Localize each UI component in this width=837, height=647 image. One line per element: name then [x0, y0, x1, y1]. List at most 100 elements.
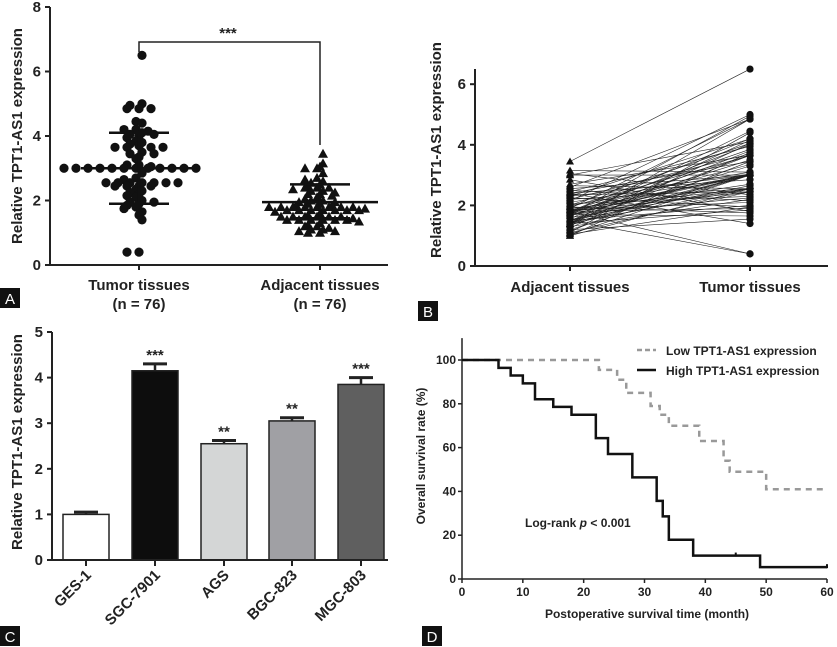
panel-c-ytick-label: 0 [35, 552, 43, 569]
panel-b-pair-line [569, 115, 751, 215]
panel-b-paired-lines: Relative TPT1-AS1 expression Adjacent ti… [428, 42, 828, 296]
panel-a-adjacent-point [276, 211, 286, 221]
panel-b-tumor-point [746, 65, 754, 73]
panel-d-ytick-label: 20 [443, 528, 457, 542]
panel-a-adjacent-point [318, 148, 328, 158]
panel-a-tumor-point [149, 129, 159, 139]
panel-d-ytick-label: 40 [443, 484, 457, 498]
panel-b-ylabel: Relative TPT1-AS1 expression [428, 42, 445, 258]
panel-b-pair-line [569, 155, 751, 224]
panel-c-ylabel: Relative TPT1-AS1 expression [9, 334, 26, 550]
panel-a-adjacent-point [312, 163, 322, 173]
panel-a-adjacent-point [288, 184, 298, 194]
panel-a-adjacent-point [348, 213, 358, 223]
panel-b-pair-line [569, 118, 751, 209]
panel-a-adjacent-point [330, 205, 340, 215]
panel-b-ytick-label: 0 [458, 258, 466, 275]
panel-b-xtick-adjacent: Adjacent tissues [510, 279, 629, 296]
panel-label-a: A [5, 291, 15, 308]
panel-c-significance: *** [352, 361, 370, 378]
panel-a-adjacent-point [300, 163, 310, 173]
panel-label-d-box [422, 626, 442, 646]
panel-a-xtick-adjacent: Adjacent tissues [260, 277, 379, 294]
panel-b-pair-line [569, 132, 751, 233]
panel-b-ytick-label: 6 [458, 76, 466, 93]
panel-a-adjacent-point [354, 205, 364, 215]
panel-labels: A B C D [0, 288, 442, 646]
panel-d-ytick-label: 0 [449, 572, 456, 586]
panel-b-tumor-point [746, 250, 754, 258]
panel-b-pair-line [569, 130, 751, 220]
panel-a-adjacent-point [324, 222, 334, 232]
panel-a-adjacent-point [300, 174, 310, 184]
panel-d-logrank: Log-rank p < 0.001 [525, 516, 631, 530]
panel-b-pair-line [569, 174, 751, 215]
panel-a-tumor-point [149, 197, 159, 207]
panel-c-significance: *** [146, 347, 164, 364]
panel-a-ytick-label: 8 [33, 0, 41, 16]
panel-c-xtick-label: SGC-7901 [102, 567, 164, 629]
panel-b-pair-line [569, 171, 751, 203]
logrank-p: p [579, 516, 587, 530]
panel-b-pair-line [569, 209, 751, 224]
panel-b-adjacent-point [566, 157, 574, 165]
legend-high-label: High TPT1-AS1 expression [666, 364, 819, 378]
panel-label-b-box [418, 301, 438, 321]
panel-a-adjacent-point [300, 182, 310, 192]
panel-c-bar [62, 513, 110, 561]
panel-b-adjacent-point [566, 231, 574, 239]
panel-b-ytick-label: 4 [458, 137, 467, 154]
panel-a-adjacent-point [282, 205, 292, 215]
panel-label-c-box [0, 626, 20, 646]
panel-a-tumor-point [137, 50, 147, 60]
panel-a-tumor-point [122, 247, 132, 257]
panel-a-adjacent-point [354, 216, 364, 226]
panel-d-xtick-label: 40 [699, 585, 713, 599]
panel-a-tumor-point [134, 103, 144, 114]
panel-a-adjacent-point [360, 203, 370, 213]
panel-d-xtick-label: 10 [516, 585, 530, 599]
panel-a-tumor-point [119, 203, 129, 214]
panel-a-ylabel: Relative TPT1-AS1 expression [9, 28, 26, 244]
panel-a-adjacent-point [282, 214, 292, 224]
panel-b-pair-line [569, 155, 751, 214]
panel-a-adjacent-point [324, 201, 334, 211]
panel-a-xtick-tumor: Tumor tissues [88, 277, 189, 294]
panel-a-adjacent-point [327, 190, 337, 200]
panel-a-ytick-label: 4 [33, 128, 42, 145]
panel-d-ytick-label: 80 [443, 397, 457, 411]
panel-b-pair-line [569, 118, 751, 224]
panel-b-adjacent-point [566, 171, 574, 179]
legend-low-label: Low TPT1-AS1 expression [666, 344, 817, 358]
panel-c-bar [268, 420, 316, 561]
panel-b-pair-line [569, 165, 751, 221]
panel-a-tumor-point [134, 247, 144, 257]
panel-d-ytick-label: 60 [443, 441, 457, 455]
panel-d-xtick-label: 50 [759, 585, 773, 599]
panel-a-adjacent-point [336, 201, 346, 211]
panel-b-pair-line [569, 174, 751, 235]
panel-a-tumor-point [158, 142, 168, 152]
panel-b-adjacent-point [566, 175, 574, 183]
panel-a-tumor-point [101, 178, 111, 188]
panel-c-ytick-label: 5 [35, 324, 43, 341]
panel-b-tumor-point [746, 162, 754, 170]
panel-b-ytick-label: 2 [458, 197, 466, 214]
panel-a-adjacent-point [300, 201, 310, 211]
panel-a-significance-bracket [138, 41, 321, 145]
logrank-prefix: Log-rank [525, 516, 580, 530]
panel-c-ytick-label: 2 [35, 461, 43, 478]
panel-a-adjacent-point [303, 227, 313, 237]
panel-b-pair-line [569, 143, 751, 206]
panel-d-survival: Overall survival rate (%) Postoperative … [414, 338, 834, 621]
panel-label-b: B [423, 304, 433, 321]
panel-b-pair-line [569, 139, 751, 224]
panel-label-d: D [427, 629, 438, 646]
panel-d-xlabel: Postoperative survival time (month) [545, 607, 749, 621]
panel-b-pair-line [569, 185, 751, 221]
panel-c-xtick-label: MGC-803 [312, 567, 370, 625]
panel-b-pair-line [569, 188, 751, 224]
panel-b-pair-line [569, 159, 751, 217]
panel-a-tumor-point [146, 103, 156, 114]
